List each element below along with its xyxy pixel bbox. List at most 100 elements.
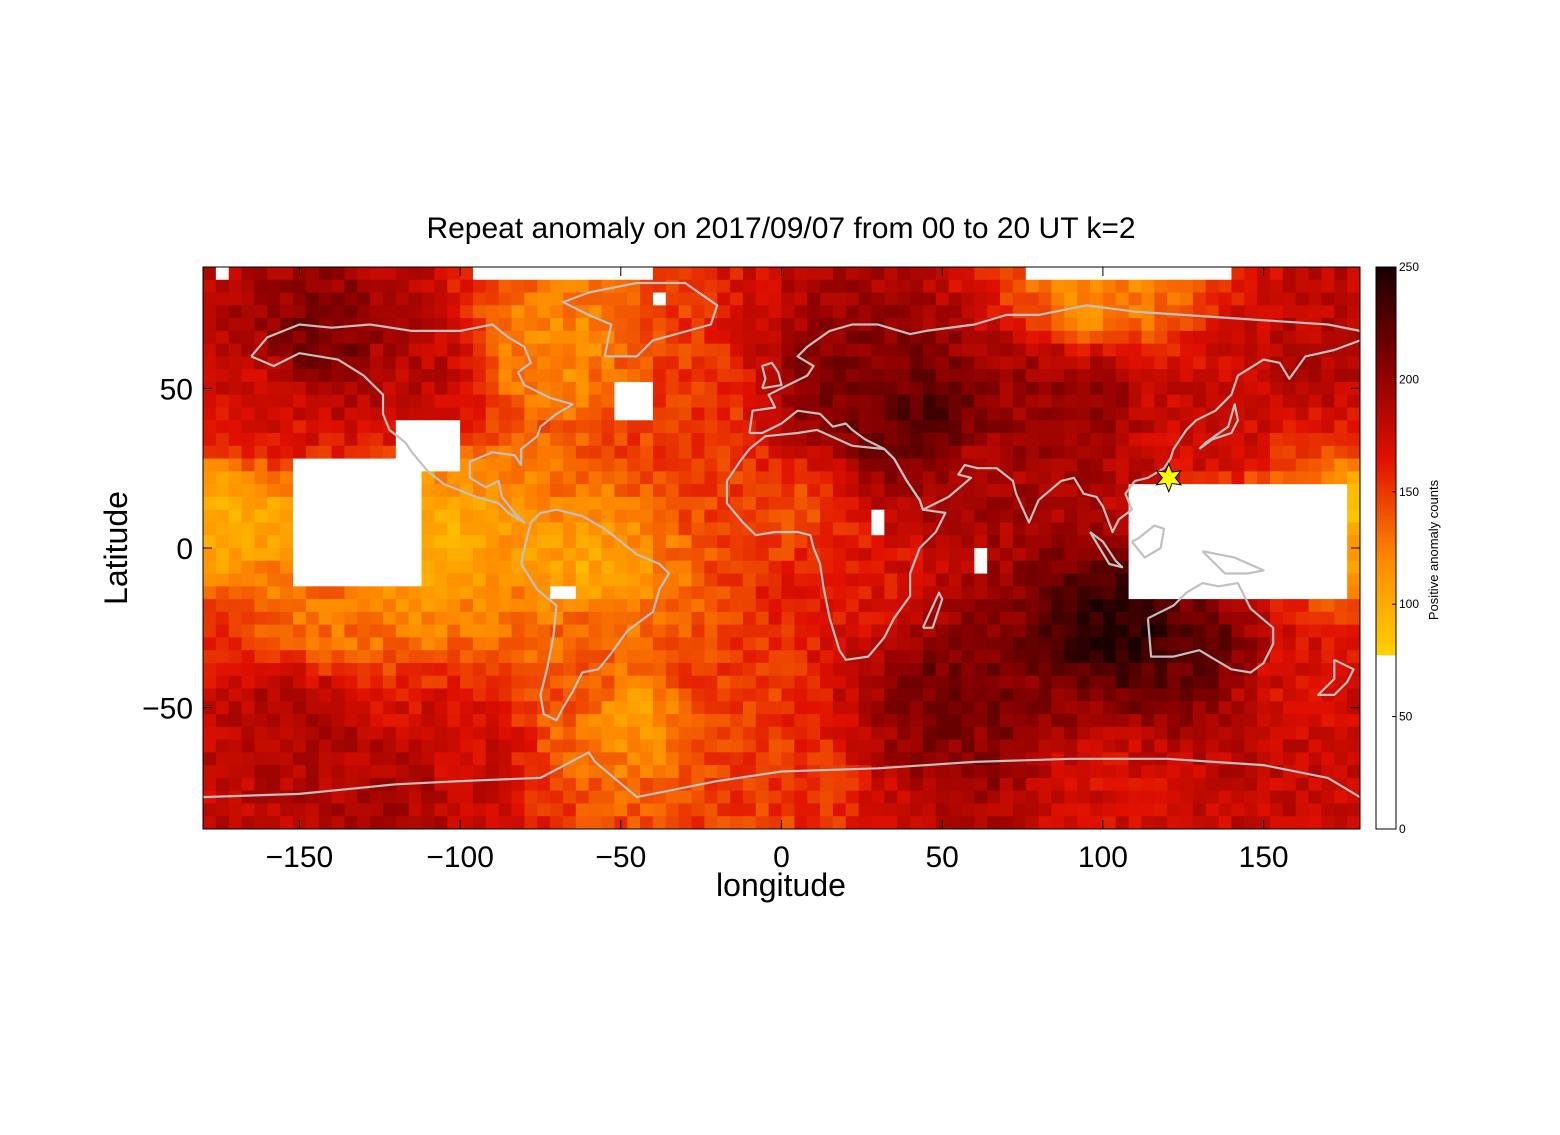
heatmap-cell [1167,701,1181,715]
heatmap-cell [781,433,795,447]
heatmap-cell [1244,292,1258,306]
heatmap-cell [331,305,346,319]
heatmap-cell [781,739,795,753]
heatmap-cell [1000,624,1014,639]
heatmap-cell [280,765,294,779]
heatmap-cell [640,752,654,766]
heatmap-cell [1270,381,1284,396]
heatmap-cell [1244,816,1258,829]
heatmap-cell [1295,548,1310,562]
heatmap-cell [640,688,654,702]
heatmap-cell [640,650,654,664]
heatmap-cell [1000,407,1014,421]
heatmap-cell [807,267,821,281]
heatmap-cell [588,381,603,396]
heatmap-cell [575,458,590,472]
heatmap-cell [1231,458,1245,472]
heatmap-cell [357,548,371,562]
heatmap-cell [1038,407,1053,421]
heatmap-cell [922,279,937,294]
heatmap-cell [1128,433,1143,447]
heatmap-cell [460,701,474,715]
heatmap-cell [1115,458,1130,472]
heatmap-cell [652,816,667,829]
heatmap-cell [588,599,603,613]
heatmap-cell [884,701,898,715]
heatmap-cell [357,305,371,319]
heatmap-cell [601,381,615,396]
heatmap-cell [472,688,487,702]
heatmap-cell [344,790,358,805]
heatmap-cell [1115,381,1130,396]
heatmap-cell [652,637,667,651]
heatmap-cell [203,535,217,549]
heatmap-cell [228,267,243,281]
heatmap-cell [781,662,795,677]
colorbar-segment [1376,292,1396,296]
heatmap-cell [1000,790,1014,805]
heatmap-cell [1090,611,1104,626]
heatmap-cell [395,369,410,383]
heatmap-cell [1025,458,1040,472]
heatmap-cell [1128,445,1143,460]
heatmap-cell [922,381,937,396]
heatmap-cell [575,662,590,677]
heatmap-cell [408,394,423,409]
heatmap-cell [652,407,667,421]
heatmap-cell [1334,726,1348,741]
heatmap-cell [421,790,435,805]
heatmap-cell [1180,765,1194,779]
heatmap-cell [1167,318,1181,332]
heatmap-cell [562,790,577,805]
heatmap-cell [1244,305,1258,319]
heatmap-cell [665,573,680,587]
heatmap-cell [1167,586,1181,600]
heatmap-cell [370,420,384,434]
heatmap-cell [447,433,461,447]
heatmap-cell [1244,611,1258,626]
heatmap-cell [562,765,577,779]
heatmap-cell [820,560,834,575]
heatmap-cell [1321,624,1335,639]
heatmap-cell [550,624,564,639]
heatmap-cell [408,471,423,485]
heatmap-cell [742,267,757,281]
heatmap-cell [1000,739,1014,753]
heatmap-cell [370,790,384,805]
heatmap-cell [640,330,654,345]
heatmap-cell [910,790,924,805]
heatmap-cell [832,624,847,639]
heatmap-cell [588,777,603,792]
heatmap-cell [768,573,783,587]
heatmap-cell [1038,381,1053,396]
heatmap-cell [691,599,705,613]
heatmap-cell [1192,726,1207,741]
heatmap-cell [961,420,975,434]
heatmap-cell [845,752,860,766]
heatmap-cell [730,777,744,792]
heatmap-cell [974,509,988,524]
heatmap-cell [280,509,294,524]
heatmap-cell [1141,675,1155,690]
heatmap-cell [1180,714,1194,728]
heatmap-cell [1051,650,1065,664]
heatmap-cell [910,420,924,434]
heatmap-cell [832,739,847,753]
heatmap-cell [884,267,898,281]
heatmap-cell [1064,560,1078,575]
heatmap-cell [781,726,795,741]
heatmap-cell [1321,394,1335,409]
heatmap-cell [1218,803,1233,817]
heatmap-cell [1051,343,1065,358]
heatmap-cell [498,445,513,460]
heatmap-cell [1038,803,1053,817]
heatmap-cell [781,522,795,536]
heatmap-cell [382,381,397,396]
heatmap-cell [511,318,525,332]
heatmap-cell [794,662,808,677]
heatmap-cell [447,458,461,472]
heatmap-cell [678,369,693,383]
heatmap-cell [498,433,513,447]
heatmap-cell [665,292,680,306]
heatmap-cell [1077,381,1091,396]
